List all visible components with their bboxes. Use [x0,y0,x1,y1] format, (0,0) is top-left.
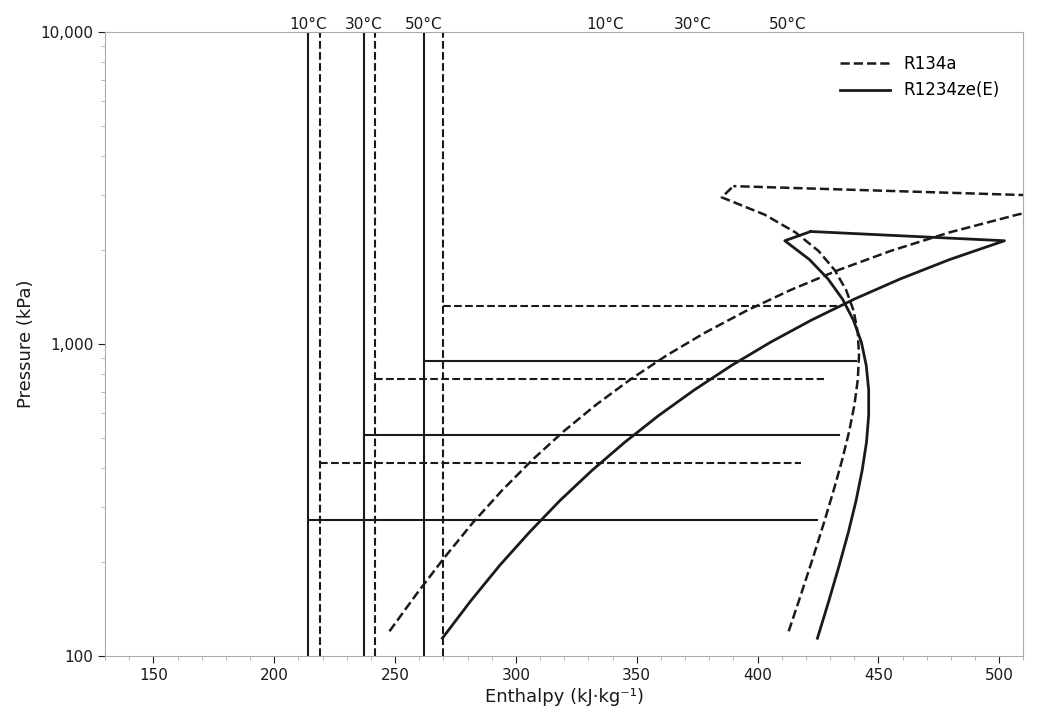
Text: 10°C: 10°C [587,17,624,32]
Text: 30°C: 30°C [344,17,383,32]
Text: 50°C: 50°C [406,17,443,32]
Text: 30°C: 30°C [674,17,711,32]
Y-axis label: Pressure (kPa): Pressure (kPa) [17,280,34,408]
X-axis label: Enthalpy (kJ·kg⁻¹): Enthalpy (kJ·kg⁻¹) [485,688,644,706]
Legend: R134a, R1234ze(E): R134a, R1234ze(E) [834,48,1007,106]
Text: 10°C: 10°C [289,17,327,32]
Text: 50°C: 50°C [770,17,807,32]
